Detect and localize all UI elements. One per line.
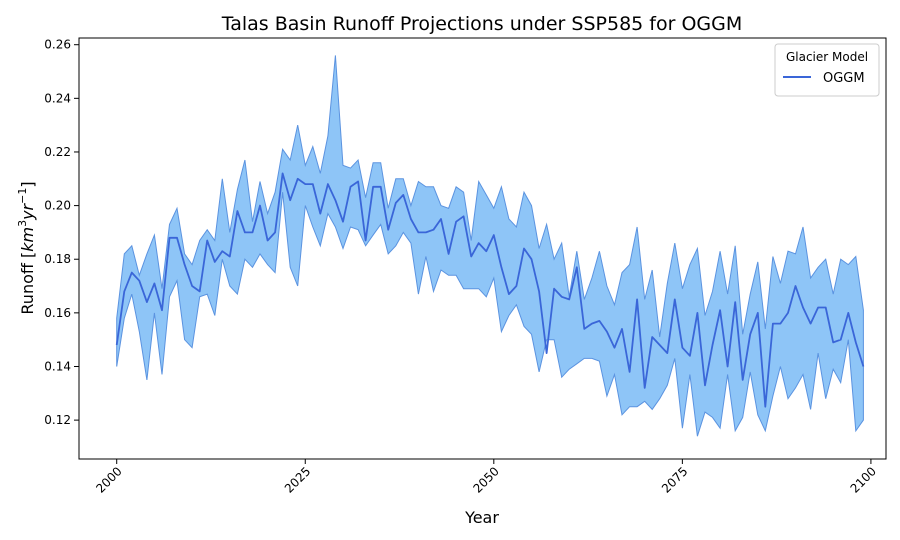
plot-area (78, 37, 887, 460)
x-tick-label: 2050 (470, 464, 501, 495)
y-axis-label: Runoff [km3yr−1] (16, 181, 37, 314)
series-band-oggm (116, 55, 864, 437)
y-axis-label-unit-mid: yr (18, 202, 37, 220)
y-axis-label-prefix: Runoff [ (18, 252, 37, 315)
y-tick-label: 0.22 (44, 145, 71, 159)
y-axis-label-unit-base: km (18, 227, 37, 252)
y-axis: 0.12 0.14 0.16 0.18 0.20 0.22 0.24 0.26 (44, 38, 79, 427)
chart-title: Talas Basin Runoff Projections under SSP… (221, 13, 743, 35)
y-tick-label: 0.20 (44, 199, 71, 213)
y-tick-label: 0.12 (44, 413, 71, 427)
x-axis: 2000 2025 2050 2075 2100 (93, 459, 879, 496)
y-axis-label-unit-exp1: 3 (16, 220, 29, 227)
x-axis-label: Year (464, 508, 499, 527)
series-line-oggm (115, 172, 865, 408)
plot-frame (78, 37, 887, 460)
x-tick-label: 2000 (93, 464, 124, 495)
legend-box (774, 43, 880, 97)
y-axis-label-unit-exp2: −1 (16, 188, 29, 204)
x-tick-label: 2025 (282, 464, 313, 495)
legend-entry-oggm: OGGM (823, 71, 865, 86)
y-tick-label: 0.24 (44, 91, 71, 105)
legend-title: Glacier Model (786, 50, 868, 64)
y-axis-label-suffix: ] (18, 181, 37, 187)
y-tick-label: 0.18 (44, 252, 71, 266)
x-tick-label: 2075 (659, 464, 690, 495)
y-tick-label: 0.16 (44, 306, 71, 320)
x-tick-label: 2100 (848, 464, 879, 495)
legend: Glacier Model OGGM (774, 43, 880, 97)
y-tick-label: 0.26 (44, 38, 71, 52)
y-tick-label: 0.14 (44, 359, 71, 373)
